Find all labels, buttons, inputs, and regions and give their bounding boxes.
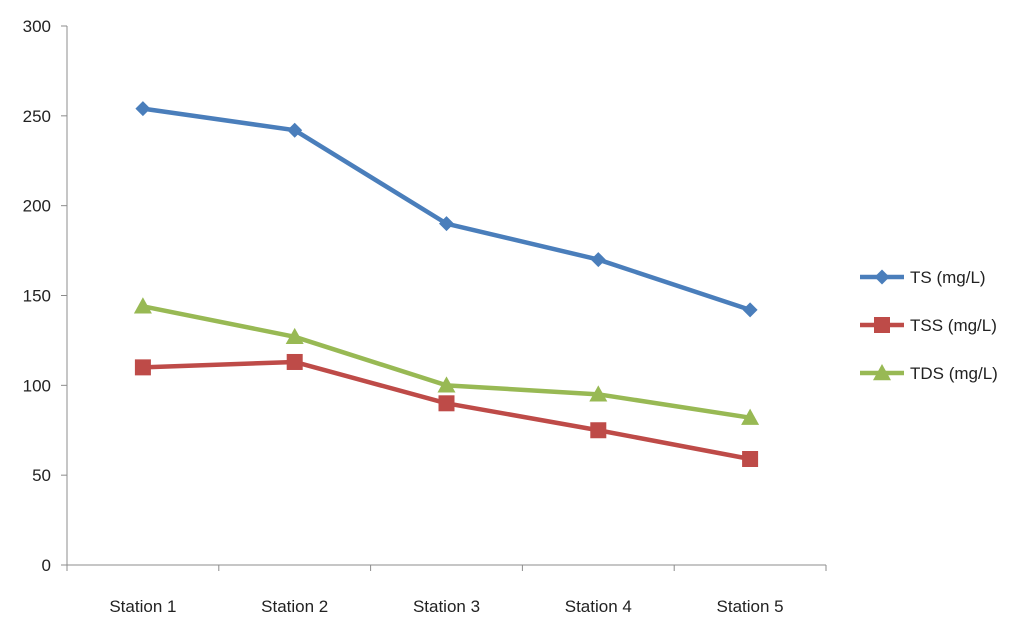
y-tick-label: 250	[23, 107, 51, 126]
x-tick-label: Station 4	[565, 597, 632, 616]
y-tick-label: 0	[42, 556, 51, 575]
data-point-triangle	[437, 376, 456, 393]
y-tick-label: 100	[23, 376, 51, 395]
data-point-diamond	[135, 101, 151, 117]
data-point-square	[438, 395, 455, 412]
series-0	[135, 101, 758, 318]
x-tick-label: Station 2	[261, 597, 328, 616]
y-tick-label: 300	[23, 17, 51, 36]
x-tick-label: Station 1	[109, 597, 176, 616]
data-point-triangle	[741, 408, 760, 425]
legend-label: TDS (mg/L)	[910, 364, 998, 383]
data-point-square	[742, 450, 759, 467]
legend-label: TSS (mg/L)	[910, 316, 997, 335]
data-point-diamond	[439, 216, 454, 232]
legend-label: TS (mg/L)	[910, 268, 986, 287]
y-tick-label: 200	[23, 197, 51, 216]
x-tick-label: Station 3	[413, 597, 480, 616]
y-tick-label: 150	[23, 287, 51, 306]
axes: 0 50 100 150 200 250 300 Station 1 Station 2 Stat…	[23, 17, 827, 616]
data-point-triangle	[133, 297, 152, 314]
legend-item: TDS (mg/L)	[860, 364, 998, 383]
legend-marker	[874, 317, 890, 333]
series-1	[134, 353, 759, 467]
series-layer	[133, 101, 760, 467]
legend-item: TSS (mg/L)	[860, 316, 997, 335]
series-2	[133, 297, 760, 425]
data-point-diamond	[287, 122, 303, 138]
data-point-triangle	[285, 327, 304, 345]
x-tick-label: Station 5	[717, 597, 784, 616]
legend-item: TS (mg/L)	[860, 268, 986, 287]
legend-marker	[873, 364, 891, 381]
data-point-square	[286, 353, 303, 370]
data-point-diamond	[590, 252, 606, 268]
data-point-triangle	[589, 385, 608, 402]
data-point-square	[134, 359, 151, 376]
y-tick-label: 50	[32, 466, 51, 485]
legend: TS (mg/L) TSS (mg/L) TDS (mg/L)	[860, 268, 998, 383]
legend-marker	[874, 269, 890, 285]
data-point-square	[590, 422, 607, 439]
data-point-diamond	[742, 302, 758, 318]
series-line	[140, 106, 753, 313]
